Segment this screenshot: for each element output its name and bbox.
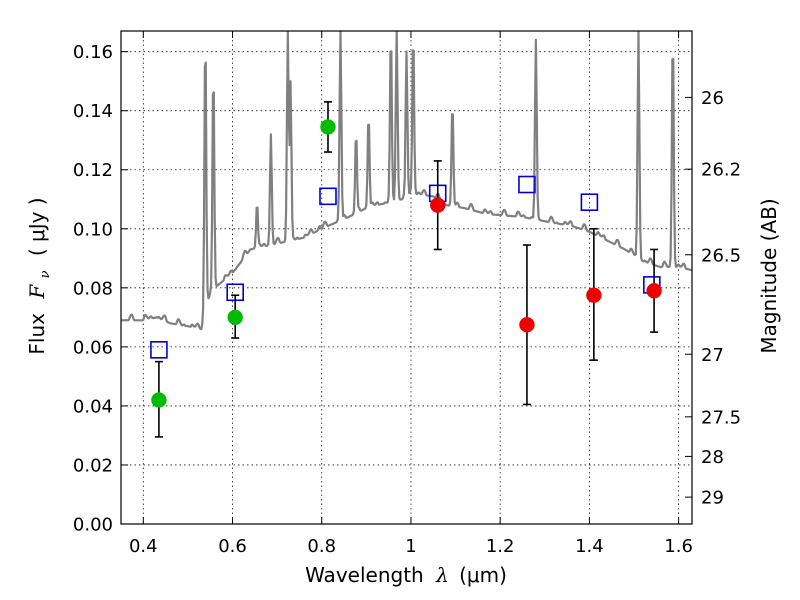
x-tick-label: 1.6 bbox=[664, 536, 693, 557]
magnitude-tick-label: 28 bbox=[701, 447, 724, 468]
y-tick-label: 0.08 bbox=[73, 278, 113, 299]
model-photometry-square bbox=[580, 193, 599, 212]
x-tick-label: 0.8 bbox=[307, 536, 336, 557]
model-photometry-square bbox=[518, 175, 536, 194]
nir-detection-point bbox=[586, 287, 602, 303]
magnitude-tick-label: 27 bbox=[701, 345, 724, 366]
errorbar-layer bbox=[154, 101, 659, 438]
model-spectrum-line bbox=[121, 31, 692, 331]
optical-detection-point bbox=[320, 119, 336, 135]
model-photometry-square bbox=[150, 341, 168, 359]
plot-frame bbox=[120, 30, 693, 525]
marker-layer bbox=[150, 119, 662, 408]
nir-detection-point bbox=[519, 316, 535, 333]
spectrum-layer bbox=[121, 31, 692, 331]
y-tick-label: 0.14 bbox=[73, 101, 113, 122]
y-tick-label: 0.04 bbox=[73, 396, 113, 417]
magnitude-tick-label: 26 bbox=[701, 88, 724, 109]
magnitude-axis-label: Magnitude (AB) bbox=[757, 198, 781, 353]
y-tick-label: 0.00 bbox=[73, 515, 113, 536]
tick-layer: 0.4 0.6 0.8 1 1.2 1.4 1.6 0.00 0.02 0.04 0.06 0.08 0… bbox=[73, 31, 741, 557]
model-photometry-square bbox=[226, 283, 244, 302]
y-tick-label: 0.06 bbox=[73, 337, 113, 358]
y-tick-label: 0.12 bbox=[73, 160, 113, 181]
magnitude-tick-label: 26.2 bbox=[701, 160, 741, 181]
x-tick-label: 0.4 bbox=[129, 536, 158, 557]
x-tick-label: 0.6 bbox=[218, 536, 247, 557]
optical-detection-point bbox=[227, 309, 243, 326]
grid bbox=[121, 31, 692, 524]
optical-detection-point bbox=[151, 392, 167, 408]
model-photometry-square bbox=[319, 187, 337, 206]
y-tick-label: 0.16 bbox=[73, 42, 113, 63]
x-tick-label: 1 bbox=[405, 536, 416, 557]
y-tick-label: 0.02 bbox=[73, 455, 113, 476]
magnitude-tick-label: 27.5 bbox=[701, 407, 741, 428]
nir-detection-point bbox=[646, 283, 662, 299]
y-axis-label: Flux F ν ( μJy ) bbox=[25, 197, 54, 354]
nir-detection-point bbox=[429, 197, 446, 213]
x-axis-label: Wavelength λ (μm) bbox=[305, 563, 507, 587]
magnitude-tick-label: 29 bbox=[701, 488, 724, 509]
y-tick-label: 0.10 bbox=[73, 219, 113, 240]
x-tick-label: 1.4 bbox=[575, 536, 604, 557]
magnitude-tick-label: 26.5 bbox=[701, 245, 741, 266]
x-tick-label: 1.2 bbox=[486, 536, 515, 557]
